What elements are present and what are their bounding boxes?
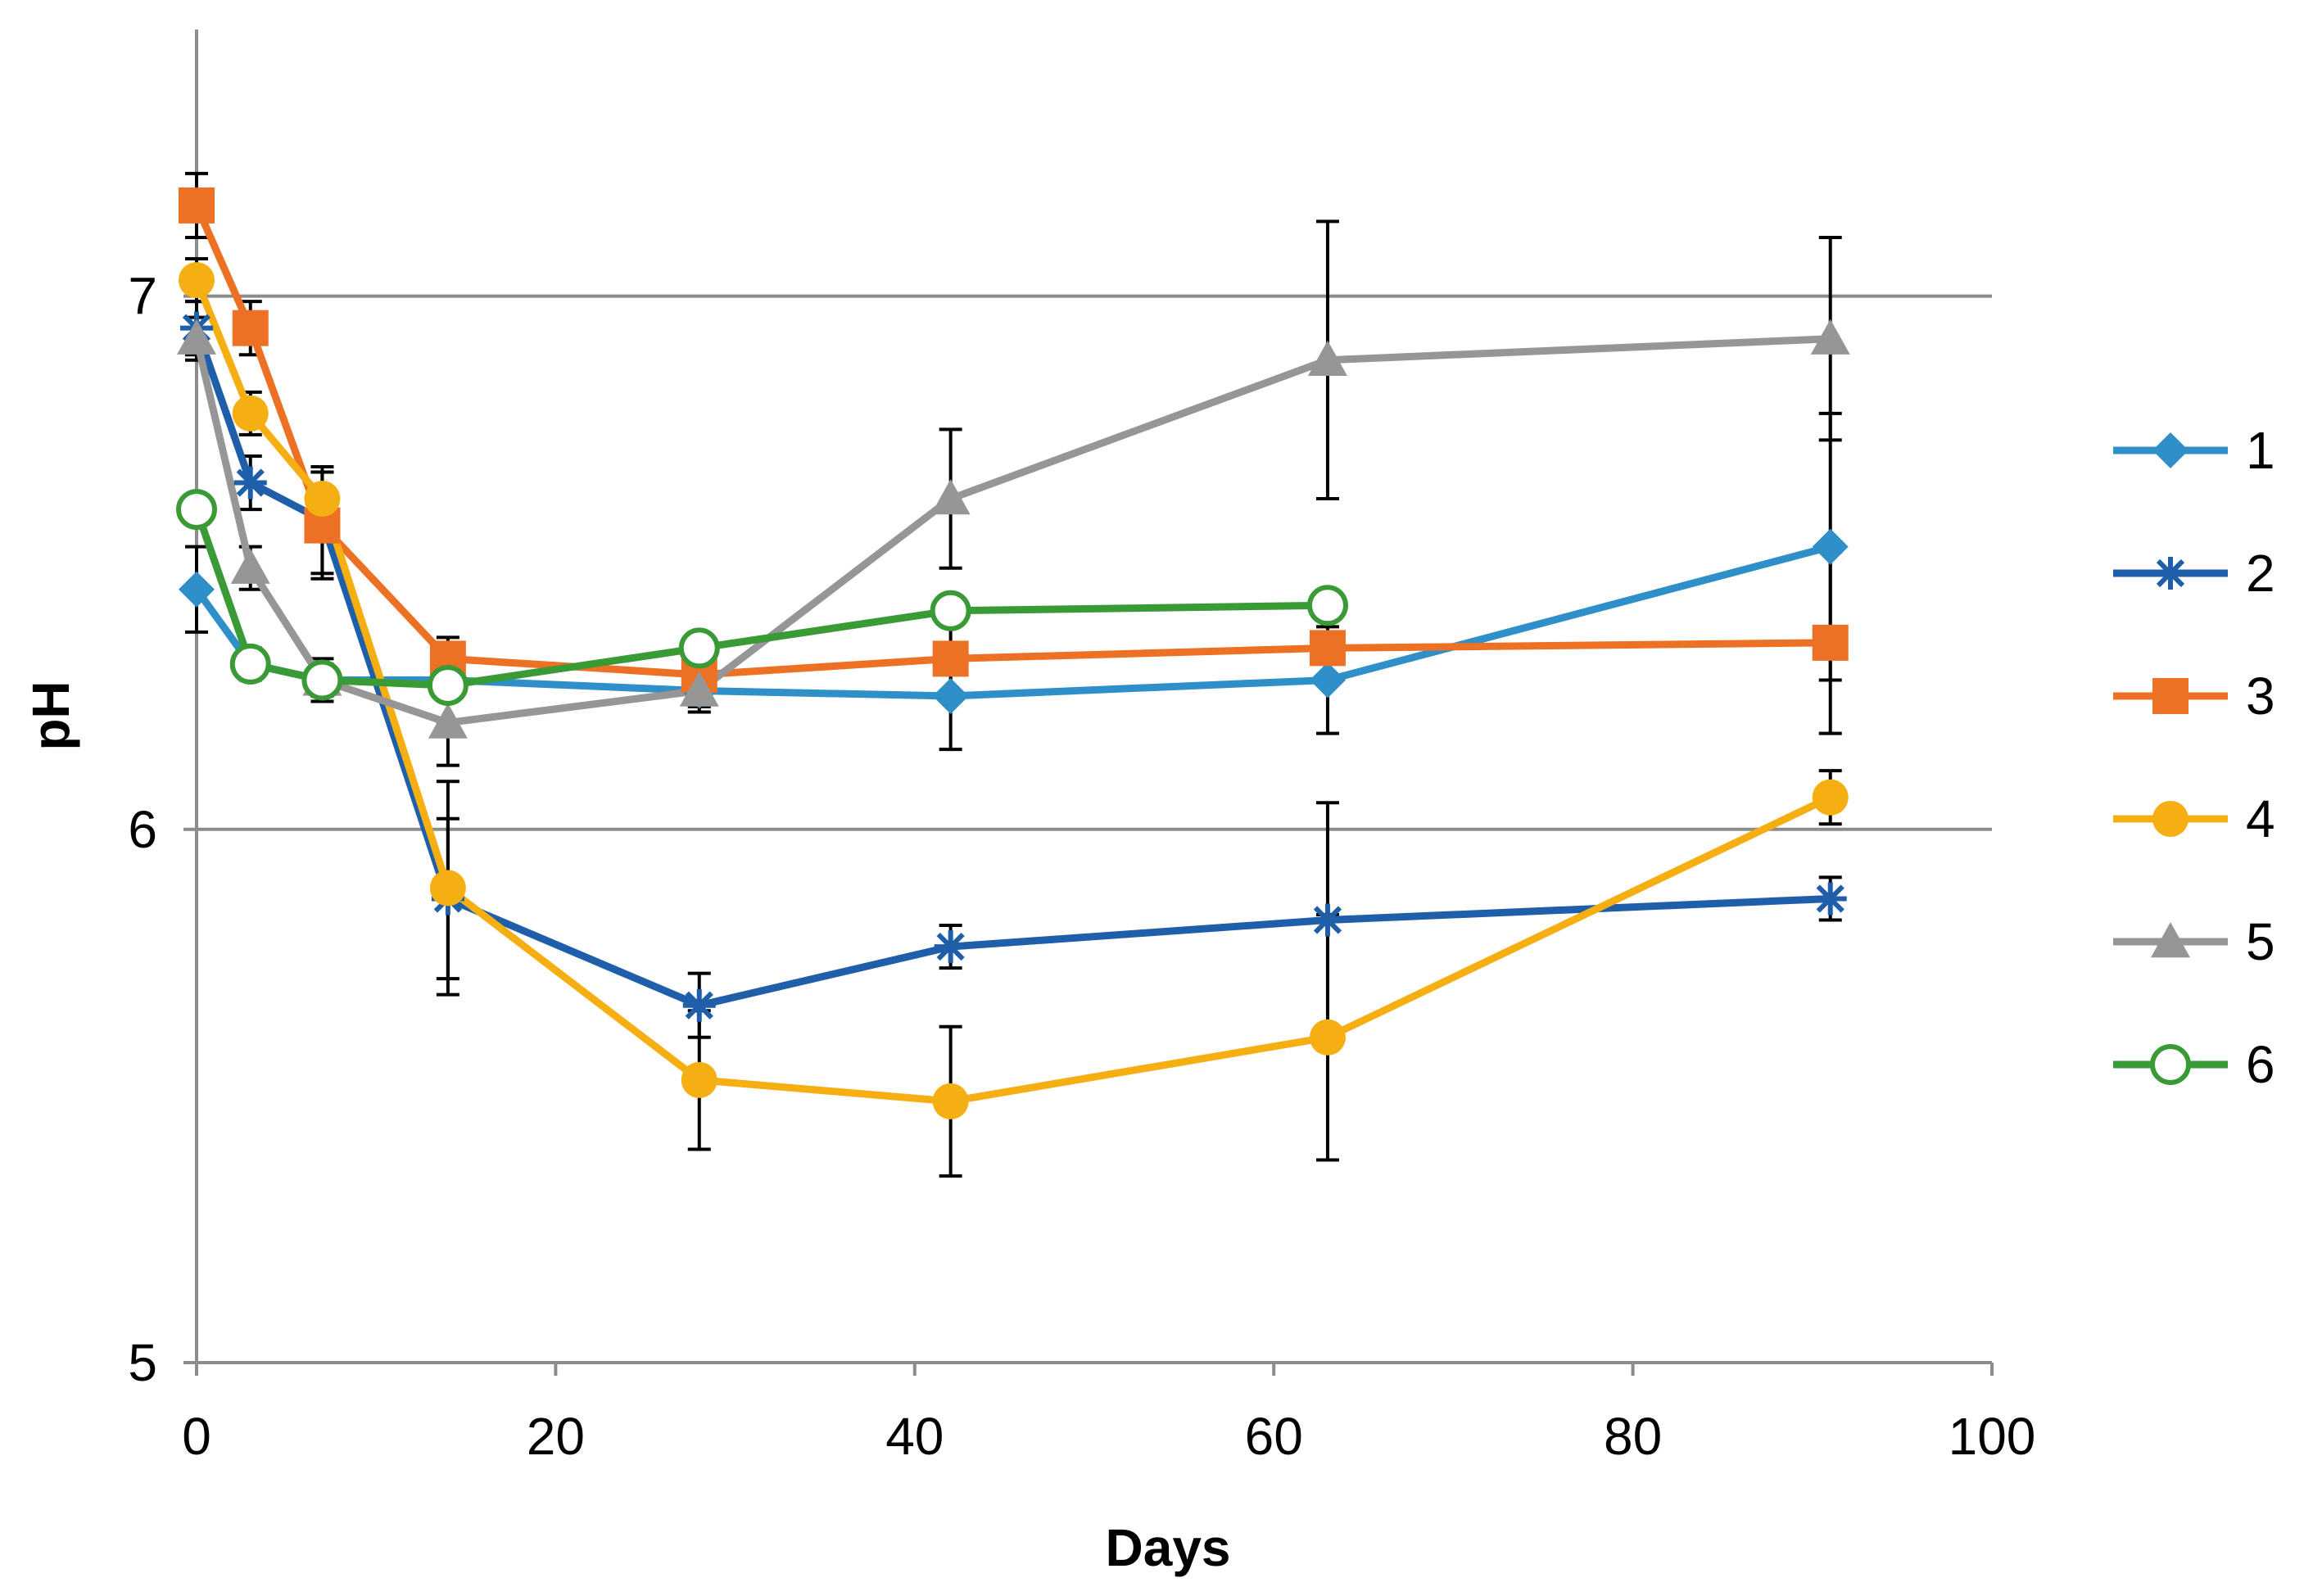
data-point-series-5 — [679, 671, 719, 707]
legend-label: 1 — [2246, 421, 2275, 480]
data-point-series-4 — [179, 262, 215, 299]
x-tick-label: 20 — [527, 1407, 585, 1466]
legend-item-2: 2 — [2113, 544, 2275, 603]
data-point-series-6 — [229, 643, 271, 685]
tick-labels: 0 20 40 60 80 100 5 6 7 — [128, 267, 2035, 1466]
series-line-2 — [192, 324, 1835, 1010]
data-point-series-3 — [232, 310, 269, 346]
data-point-series-3 — [932, 640, 969, 677]
legend-item-6: 6 — [2113, 1035, 2275, 1094]
series-line-5 — [192, 335, 1835, 727]
x-tick-label: 0 — [182, 1407, 211, 1466]
data-point-series-4 — [304, 481, 341, 518]
data-point-series-5 — [930, 479, 971, 515]
data-point-series-6 — [176, 489, 217, 531]
x-tick-label: 80 — [1604, 1407, 1662, 1466]
legend: 1 2 3 4 5 6 — [2113, 421, 2275, 1094]
legend-label: 5 — [2246, 912, 2275, 971]
y-tick-label: 7 — [128, 267, 157, 326]
data-point-series-1 — [1309, 662, 1346, 699]
data-point-series-6 — [930, 590, 971, 631]
data-point-series-5 — [177, 319, 216, 355]
legend-label: 2 — [2246, 544, 2275, 603]
legend-marker — [2152, 678, 2189, 714]
data-point-series-5 — [1810, 319, 1850, 355]
y-tick-label: 6 — [128, 800, 157, 859]
y-tick-label: 5 — [128, 1333, 157, 1392]
legend-item-4: 4 — [2113, 789, 2275, 848]
data-point-series-2 — [1813, 882, 1847, 916]
data-point-series-2 — [1310, 903, 1344, 937]
legend-marker — [2154, 557, 2187, 590]
legend-item-3: 3 — [2113, 667, 2275, 726]
data-point-series-3 — [1309, 630, 1346, 667]
legend-item-1: 1 — [2113, 421, 2275, 480]
data-point-series-1 — [932, 678, 969, 714]
data-point-series-4 — [932, 1083, 969, 1119]
legend-marker — [2152, 801, 2189, 837]
data-point-series-5 — [1307, 340, 1347, 376]
data-point-series-1 — [1812, 528, 1849, 565]
legend-label: 6 — [2246, 1035, 2275, 1094]
data-point-series-3 — [179, 187, 215, 224]
legend-marker — [2152, 432, 2189, 468]
data-point-series-6 — [1306, 585, 1348, 626]
data-point-series-4 — [681, 1061, 717, 1098]
data-point-series-6 — [427, 664, 468, 706]
data-point-series-4 — [232, 395, 269, 432]
data-point-series-2 — [682, 988, 716, 1022]
data-point-series-1 — [179, 571, 215, 608]
data-point-series-6 — [301, 659, 343, 701]
legend-label: 3 — [2246, 667, 2275, 726]
x-tick-label: 40 — [885, 1407, 944, 1466]
data-point-series-5 — [428, 703, 468, 739]
data-point-series-4 — [1812, 779, 1849, 816]
gridlines — [197, 294, 1992, 831]
y-axis-title: pH — [21, 680, 80, 750]
series-markers — [176, 187, 1850, 1119]
x-axis-title: Days — [1106, 1518, 1231, 1577]
data-point-series-4 — [1309, 1019, 1346, 1056]
series-line-3 — [192, 201, 1835, 679]
data-point-series-5 — [230, 548, 270, 584]
x-tick-label: 100 — [1949, 1407, 2036, 1466]
data-point-series-2 — [233, 466, 267, 500]
series-line-4 — [192, 276, 1835, 1105]
legend-marker — [2150, 1044, 2191, 1085]
x-tick-label: 60 — [1245, 1407, 1303, 1466]
data-point-series-4 — [429, 870, 466, 907]
data-point-series-2 — [934, 930, 967, 964]
data-point-series-6 — [678, 627, 720, 669]
legend-marker — [2151, 922, 2190, 958]
legend-item-5: 5 — [2113, 912, 2275, 971]
legend-label: 4 — [2246, 789, 2275, 848]
data-point-series-3 — [1812, 624, 1849, 661]
